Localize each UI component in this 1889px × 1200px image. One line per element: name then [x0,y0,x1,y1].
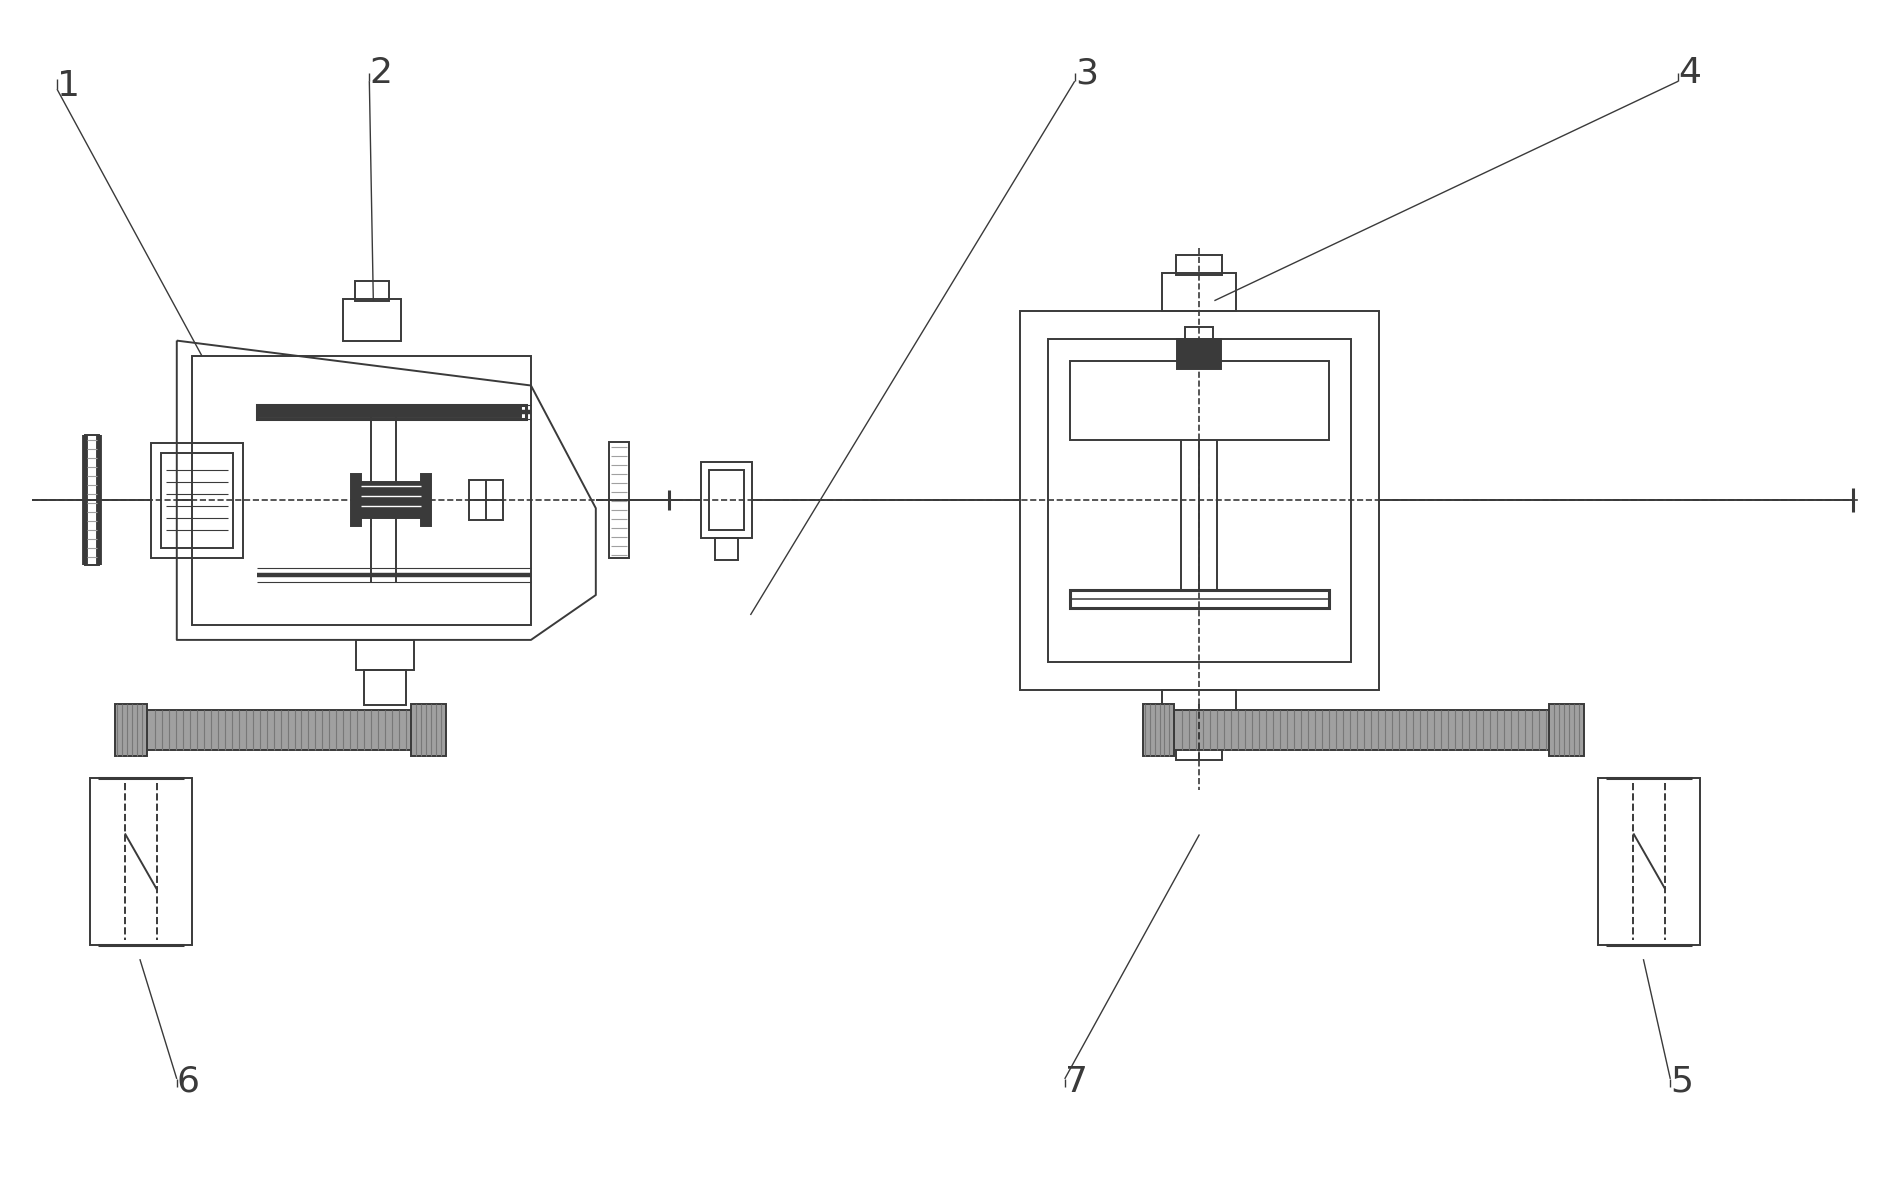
Bar [147,709,416,750]
Bar [161,454,232,548]
Bar [151,443,242,558]
Bar [1184,326,1213,341]
Bar [257,406,525,420]
Text: 1: 1 [57,70,79,103]
Bar [355,281,389,301]
Bar [1143,703,1173,756]
Bar [468,480,502,520]
Bar [412,703,446,756]
Bar [1177,338,1220,368]
Text: 4: 4 [1677,56,1700,90]
Bar [1020,311,1379,690]
Bar [701,462,752,538]
Bar [115,703,147,756]
Bar [351,474,361,526]
Text: 2: 2 [368,56,393,90]
Bar [1173,709,1553,750]
Bar [191,355,531,625]
Text: 3: 3 [1075,56,1098,90]
Bar [344,299,400,341]
Text: 7: 7 [1064,1064,1088,1099]
Bar [708,470,744,530]
Bar [1175,254,1222,275]
Bar [1162,272,1235,311]
Bar [1069,360,1328,440]
Bar [91,778,191,946]
Bar [421,474,431,526]
Bar [1598,778,1700,946]
Bar [1175,730,1222,760]
Bar [714,538,739,560]
Text: 6: 6 [178,1064,200,1099]
Bar [1162,690,1235,730]
Bar [357,640,414,670]
Bar [1047,338,1351,662]
Bar [365,670,406,704]
Bar [85,436,98,565]
Bar [257,408,521,418]
Text: 5: 5 [1670,1064,1693,1099]
Bar [357,482,427,518]
Bar [608,443,629,558]
Bar [1069,590,1328,608]
Bar [1547,703,1583,756]
